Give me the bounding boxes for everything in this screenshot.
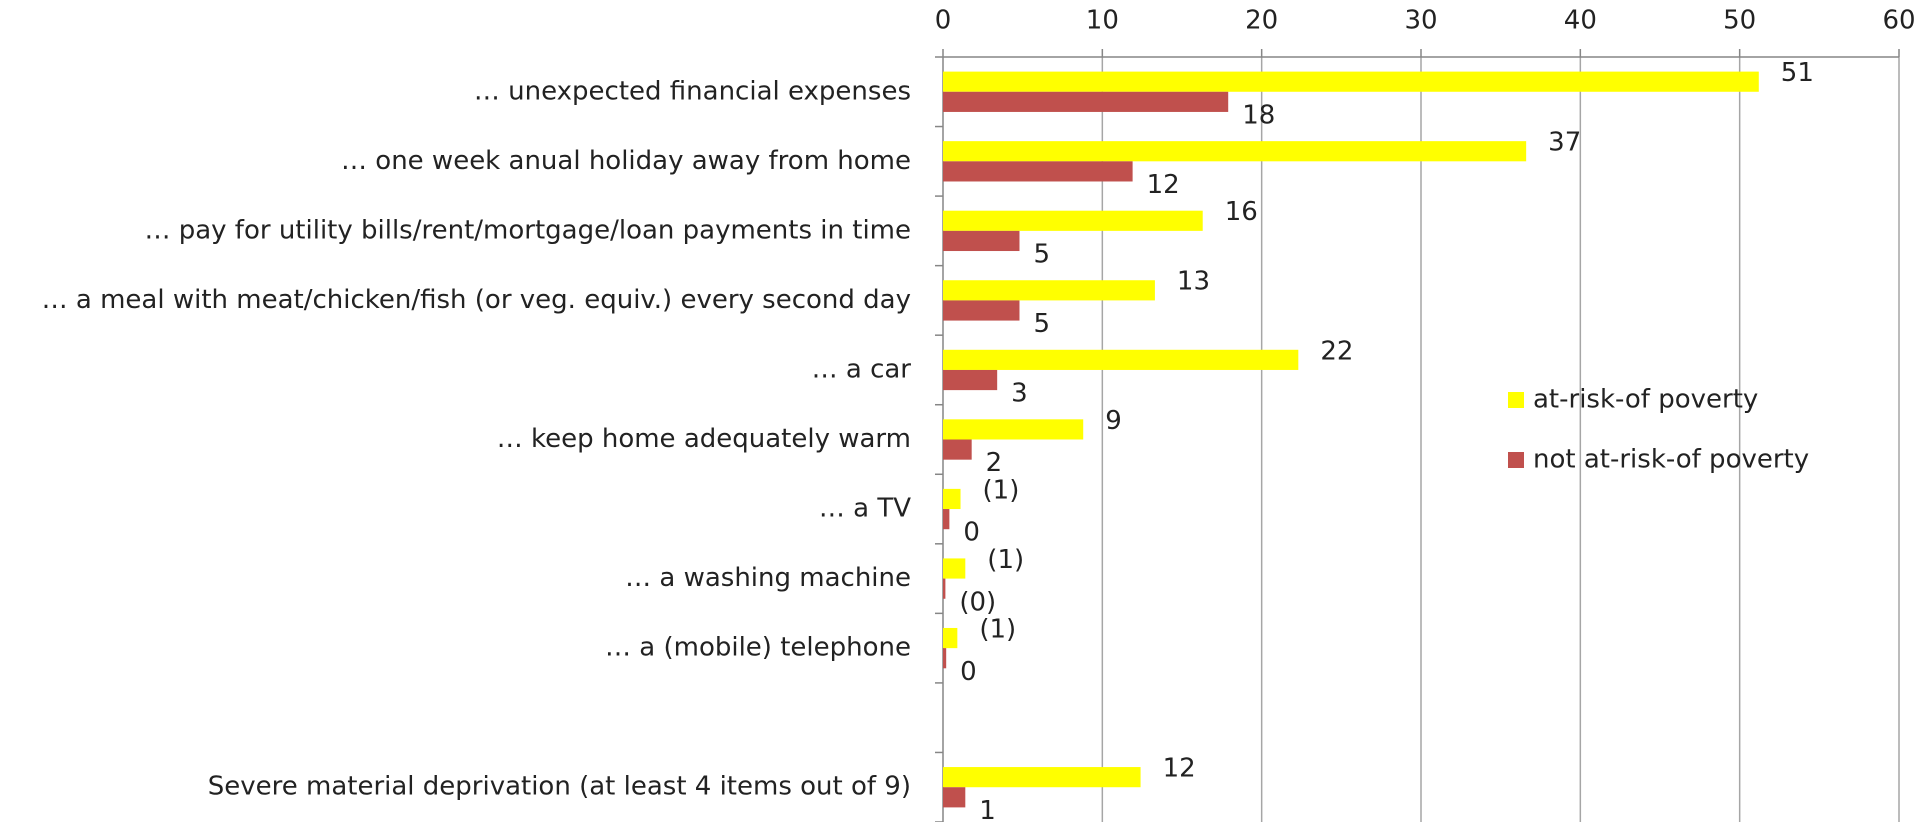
x-tick-label: 30 (1404, 6, 1437, 36)
value-label: 2 (986, 448, 1003, 478)
x-tick-label: 0 (935, 6, 952, 36)
x-tick-label: 10 (1086, 6, 1119, 36)
y-tick-label: … a (mobile) telephone (605, 633, 911, 663)
value-label: 37 (1548, 128, 1581, 158)
bar (943, 91, 1229, 112)
legend-swatch (1508, 392, 1524, 408)
y-tick-label: … a TV (819, 494, 911, 524)
value-label: 0 (963, 518, 980, 548)
value-label: 18 (1242, 100, 1275, 130)
bar (943, 509, 950, 530)
bar (943, 627, 958, 649)
y-tick-label: … unexpected financial expenses (474, 76, 911, 106)
bar (943, 280, 1155, 301)
y-tick-label: … keep home adequately warm (497, 424, 911, 454)
bar (943, 369, 998, 391)
bar (943, 300, 1020, 321)
bar (943, 488, 961, 510)
value-label: 13 (1177, 267, 1210, 297)
bar (943, 230, 1020, 252)
bar (943, 141, 1527, 162)
x-tick-label: 60 (1882, 6, 1915, 36)
y-tick-label: … a car (812, 354, 912, 384)
y-tick-label: … a washing machine (625, 563, 911, 593)
value-label: 3 (1011, 379, 1028, 409)
value-label: 5 (1033, 240, 1050, 270)
y-tick-label: … one week anual holiday away from home (341, 146, 911, 176)
value-label: 1 (979, 796, 996, 822)
y-tick-label: … pay for utility bills/rent/mortgage/lo… (144, 215, 911, 245)
bar (943, 161, 1133, 182)
x-tick-label: 20 (1245, 6, 1278, 36)
bar (943, 767, 1141, 788)
value-label: 16 (1225, 197, 1258, 227)
value-label: 22 (1320, 336, 1353, 366)
value-label: 12 (1147, 170, 1180, 200)
legend-label: not at-risk-of poverty (1533, 445, 1809, 475)
value-label: 9 (1105, 406, 1122, 436)
bar (943, 419, 1084, 440)
bar (943, 578, 946, 599)
y-tick-label: … a meal with meat/chicken/fish (or veg.… (42, 285, 911, 315)
y-tick-label: Severe material deprivation (at least 4 … (208, 772, 911, 802)
bar (943, 349, 1299, 370)
bar (943, 648, 947, 669)
bar (943, 787, 966, 808)
value-label: 0 (960, 657, 977, 687)
x-tick-label: 40 (1564, 6, 1597, 36)
value-label: (1) (987, 545, 1024, 575)
bar (943, 558, 966, 579)
value-label: (1) (979, 614, 1016, 644)
value-label: (1) (983, 475, 1020, 505)
bar (943, 71, 1759, 92)
legend-swatch (1508, 452, 1524, 468)
value-label: 51 (1781, 58, 1814, 88)
bar (943, 210, 1203, 231)
value-label: 5 (1033, 309, 1050, 339)
value-label: 12 (1163, 754, 1196, 784)
x-tick-label: 50 (1723, 6, 1756, 36)
value-label: (0) (959, 587, 996, 617)
bar (943, 439, 972, 460)
legend-label: at-risk-of poverty (1533, 385, 1758, 415)
